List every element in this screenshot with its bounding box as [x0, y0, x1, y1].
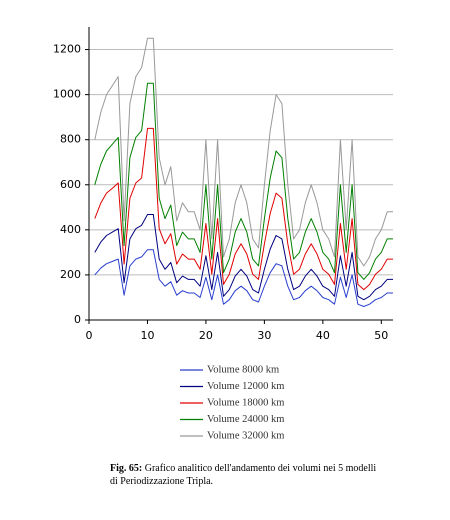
caption-label: Fig. 65: — [110, 463, 143, 474]
x-tick-label: 10 — [140, 329, 154, 342]
series-line — [94, 249, 393, 307]
y-tick-label: 1000 — [53, 88, 81, 101]
series-line — [94, 37, 393, 267]
legend-label: Volume 8000 km — [207, 364, 279, 375]
y-tick-label: 400 — [60, 223, 81, 236]
y-tick-label: 0 — [74, 313, 81, 326]
chart: 0 200 400 600 800 1000 1200 0 10 20 30 40 50 Volume 8… — [53, 27, 393, 441]
series-line — [94, 214, 393, 301]
legend-label: Volume 24000 km — [207, 414, 284, 425]
caption-text: Grafico analitico dell'andamento dei vol… — [110, 463, 377, 487]
y-tick-label: 200 — [60, 268, 81, 281]
series-line — [94, 127, 393, 291]
y-tick-label: 600 — [60, 178, 81, 191]
legend-label: Volume 32000 km — [207, 430, 284, 441]
x-tick-label: 40 — [316, 329, 330, 342]
y-tick-label: 1200 — [53, 43, 81, 56]
series-line — [94, 82, 393, 280]
y-tick-label: 800 — [60, 133, 81, 146]
x-tick-label: 50 — [374, 329, 388, 342]
x-tick-label: 20 — [199, 329, 213, 342]
caption: Fig. 65: Grafico analitico dell'andament… — [110, 462, 380, 488]
x-tick-label: 30 — [257, 329, 271, 342]
x-tick-label: 0 — [86, 329, 93, 342]
legend-label: Volume 18000 km — [207, 397, 284, 408]
legend-label: Volume 12000 km — [207, 381, 284, 392]
